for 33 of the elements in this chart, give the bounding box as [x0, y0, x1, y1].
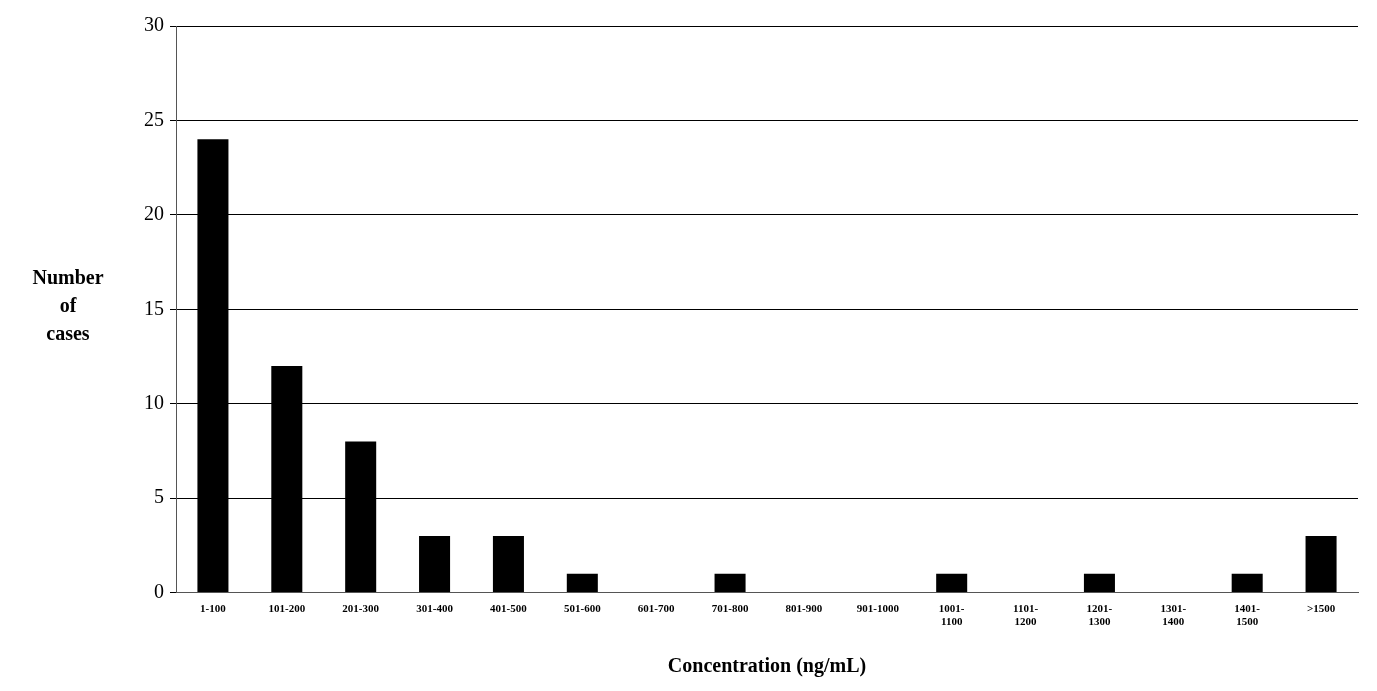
bar [492, 535, 524, 593]
x-tick-label: 101-200 [268, 602, 306, 615]
x-tick-label: 1001-1100 [938, 602, 965, 628]
bar [1083, 573, 1115, 593]
y-tick-label: 5 [154, 485, 164, 508]
x-tick-label: 201-300 [342, 602, 380, 615]
x-tick-label: 1401-1500 [1234, 602, 1261, 628]
x-tick-label: 501-600 [563, 602, 602, 615]
bar [1305, 535, 1337, 593]
x-tick-label: >1500 [1306, 602, 1336, 615]
y-tick-label: 10 [144, 390, 164, 413]
y-axis-title: Number of cases [31, 265, 105, 346]
x-tick-label: 701-800 [711, 602, 749, 615]
x-tick-label: 801-900 [785, 602, 823, 615]
x-tick-label: 1201-1300 [1086, 602, 1113, 628]
bar [566, 573, 598, 593]
y-tick-label: 25 [144, 107, 164, 130]
x-tick-label: 401-500 [490, 602, 528, 615]
x-tick-label: 1101-1200 [1013, 602, 1039, 628]
x-tick-label: 601-700 [637, 602, 676, 615]
bar [419, 535, 451, 593]
y-tick-label: 30 [144, 13, 164, 36]
x-tick-label: 901-1000 [856, 602, 900, 615]
bar [714, 573, 746, 593]
x-tick-label: 301-400 [416, 602, 454, 615]
y-tick-label: 15 [144, 296, 164, 319]
bar [936, 573, 968, 593]
y-tick-label: 0 [154, 579, 164, 602]
y-tick-label: 20 [144, 202, 164, 225]
x-tick-label: 1-100 [200, 602, 227, 615]
bar [1231, 573, 1263, 593]
x-tick-label: 1301-1400 [1160, 602, 1187, 628]
x-axis-title: Concentration (ng/mL) [667, 654, 867, 678]
